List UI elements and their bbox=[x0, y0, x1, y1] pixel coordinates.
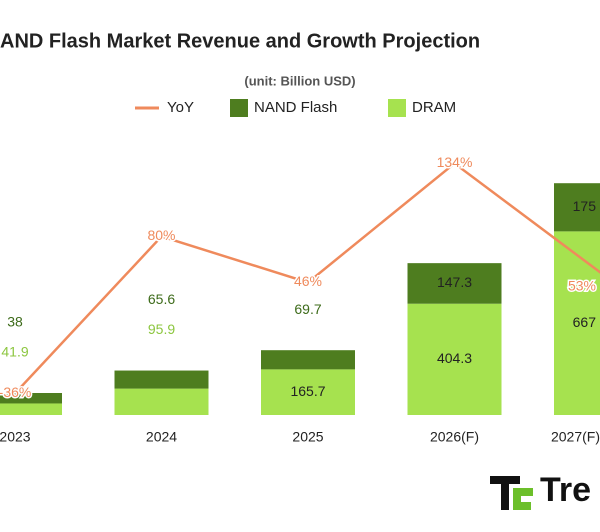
legend-swatch bbox=[388, 99, 406, 117]
logo-icon bbox=[513, 488, 533, 510]
x-tick-label: 2023 bbox=[0, 429, 31, 445]
data-label: 165.7 bbox=[290, 383, 325, 399]
yoy-label: 80% bbox=[147, 227, 175, 243]
bar-segment bbox=[261, 369, 355, 415]
x-tick-label: 2025 bbox=[292, 429, 323, 445]
logo-icon bbox=[490, 476, 520, 510]
data-label: 38 bbox=[7, 314, 23, 330]
logo bbox=[490, 476, 533, 510]
data-label: 95.9 bbox=[148, 321, 175, 337]
logo-text: Tre bbox=[540, 471, 591, 509]
yoy-line bbox=[14, 161, 600, 395]
data-label: 147.3 bbox=[437, 274, 472, 290]
bar-segment bbox=[114, 370, 209, 389]
legend-label: DRAM bbox=[412, 99, 456, 116]
yoy-label: 134% bbox=[437, 154, 473, 170]
bar-segment bbox=[0, 403, 62, 415]
chart-title: AND Flash Market Revenue and Growth Proj… bbox=[0, 30, 480, 52]
data-label: 69.7 bbox=[294, 301, 321, 317]
data-label: 41.9 bbox=[1, 344, 28, 360]
bar-segment bbox=[554, 231, 600, 415]
bar-segment bbox=[554, 183, 600, 232]
x-tick-label: 2027(F) bbox=[551, 429, 600, 445]
bar-segment bbox=[0, 393, 62, 404]
data-label: 667 bbox=[573, 314, 597, 330]
bar-segment bbox=[114, 388, 209, 415]
bar-segment bbox=[261, 350, 355, 370]
yoy-label: 46% bbox=[294, 273, 322, 289]
legend-label: YoY bbox=[167, 99, 194, 116]
x-tick-label: 2024 bbox=[146, 429, 177, 445]
legend-swatch bbox=[230, 99, 248, 117]
chart-subtitle: (unit: Billion USD) bbox=[244, 73, 355, 88]
yoy-label: 53% bbox=[568, 278, 596, 294]
data-label: 404.3 bbox=[437, 350, 472, 366]
bar-segment bbox=[407, 263, 502, 304]
data-label: 175 bbox=[573, 198, 597, 214]
legend-label: NAND Flash bbox=[254, 99, 337, 116]
x-tick-label: 2026(F) bbox=[430, 429, 479, 445]
data-label: 65.6 bbox=[148, 291, 175, 307]
yoy-label: -36% bbox=[0, 384, 31, 400]
bar-segment bbox=[407, 303, 502, 415]
